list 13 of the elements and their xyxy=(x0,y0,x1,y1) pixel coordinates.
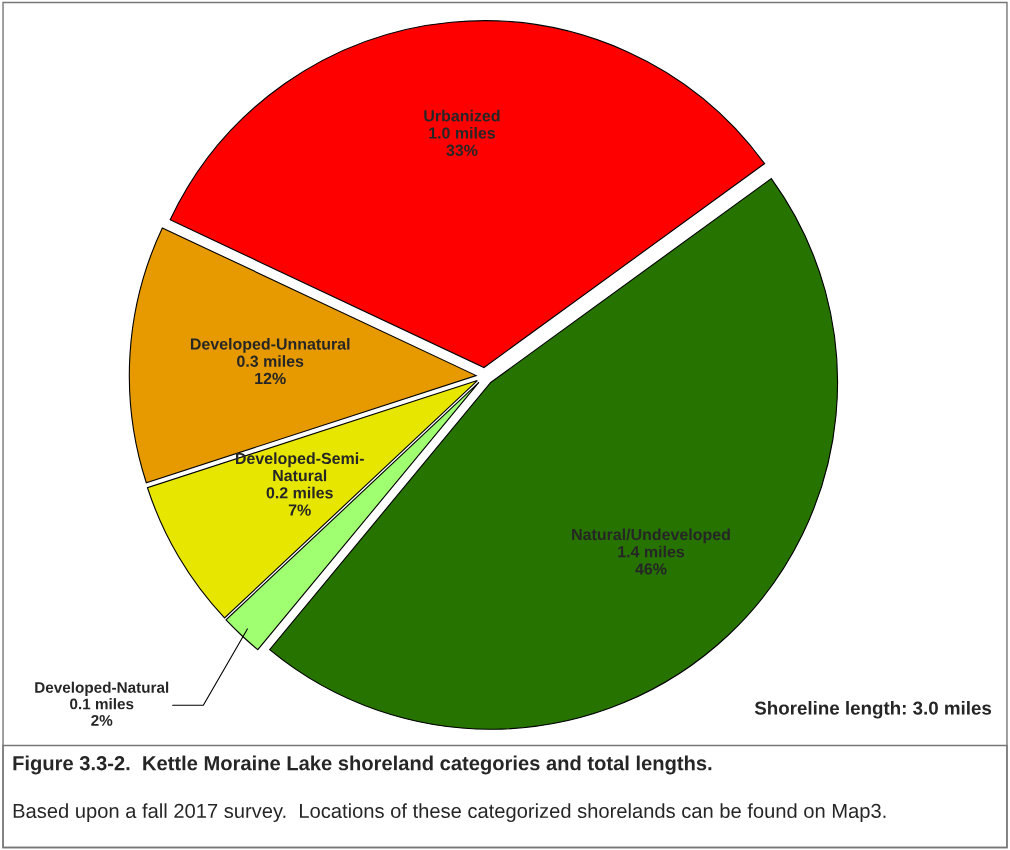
text: Shoreline length: 3.0 miles xyxy=(754,700,992,719)
data-label: 1.4 miles 46% xyxy=(618,545,685,575)
data-label: 0.2 miles 7% xyxy=(266,486,333,516)
data-label: 1.0 miles 33% xyxy=(429,126,496,156)
text: Based upon a fall 2017 survey. Locations of these categorized shorelands can be found on Map3. xyxy=(13,803,886,823)
text: Figure 3.3-2. Kettle Moraine Lake shoreland categories and total lengths. xyxy=(13,755,712,775)
data-label: 0.1 miles 2% xyxy=(70,698,134,726)
slice-label: Developed-Unnatural xyxy=(190,337,350,353)
slice-label: Natural/Undeveloped xyxy=(572,528,730,544)
data-label: 0.3 miles 12% xyxy=(237,355,304,385)
slice-label: Developed-Semi- Natural xyxy=(236,452,364,482)
slice-label: Developed-Natural xyxy=(35,681,169,696)
slice-label: Urbanized xyxy=(424,109,500,122)
